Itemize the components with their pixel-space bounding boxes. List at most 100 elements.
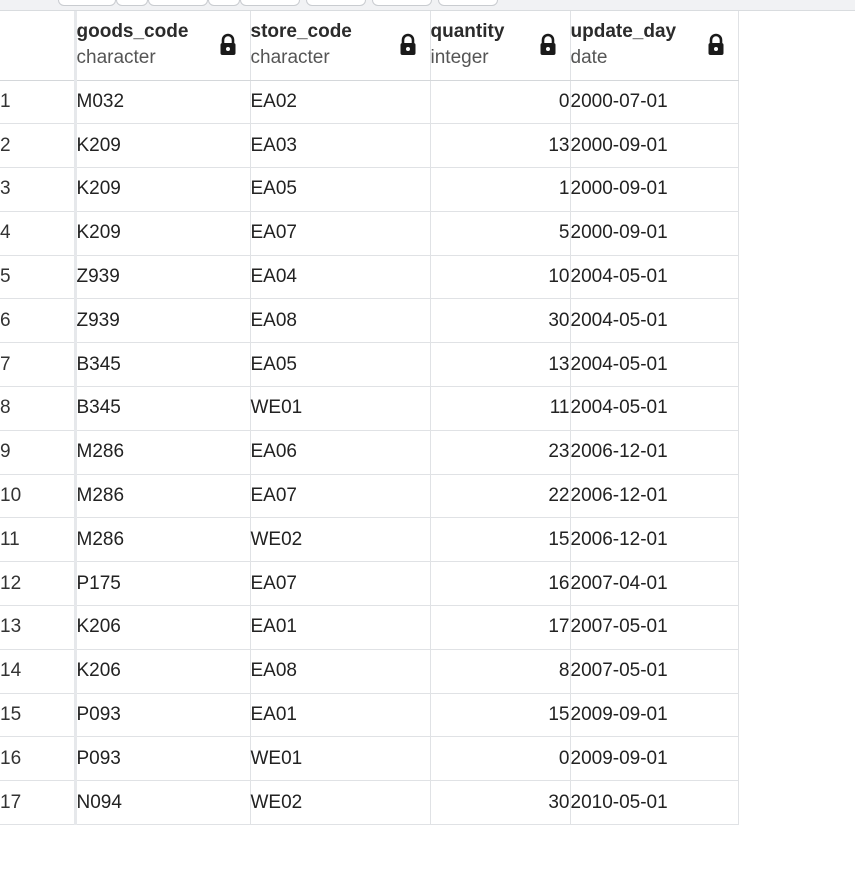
cell-quantity[interactable]: 17 — [430, 605, 571, 650]
cell-update-day[interactable]: 2000-09-01 — [570, 211, 739, 256]
toolbar-button[interactable] — [58, 0, 116, 6]
cell-goods-code[interactable]: B345 — [75, 386, 251, 431]
cell-update-day[interactable]: 2006-12-01 — [570, 517, 739, 563]
table-row[interactable]: 3 K209 EA05 1 2000-09-01 — [0, 167, 739, 212]
toolbar-button[interactable] — [306, 0, 366, 6]
cell-store-code[interactable]: EA05 — [250, 167, 431, 212]
cell-update-day[interactable]: 2009-09-01 — [570, 693, 739, 738]
cell-goods-code[interactable]: M032 — [75, 80, 251, 125]
cell-update-day[interactable]: 2007-04-01 — [570, 561, 739, 607]
table-row[interactable]: 8 B345 WE01 11 2004-05-01 — [0, 386, 739, 431]
toolbar-button[interactable] — [438, 0, 498, 6]
cell-update-day[interactable]: 2009-09-01 — [570, 736, 739, 782]
row-number[interactable]: 9 — [0, 430, 77, 475]
cell-quantity[interactable]: 13 — [430, 123, 571, 169]
cell-goods-code[interactable]: M286 — [75, 430, 251, 475]
row-number[interactable]: 6 — [0, 298, 77, 344]
column-header-update-day[interactable]: update_day date — [570, 11, 739, 81]
cell-store-code[interactable]: WE01 — [250, 386, 431, 431]
cell-quantity[interactable]: 13 — [430, 342, 571, 388]
row-number[interactable]: 12 — [0, 561, 77, 607]
cell-store-code[interactable]: WE02 — [250, 780, 431, 826]
table-row[interactable]: 9 M286 EA06 23 2006-12-01 — [0, 430, 739, 475]
cell-goods-code[interactable]: K206 — [75, 649, 251, 694]
cell-store-code[interactable]: EA08 — [250, 298, 431, 344]
cell-update-day[interactable]: 2000-09-01 — [570, 123, 739, 169]
cell-store-code[interactable]: EA07 — [250, 561, 431, 607]
cell-quantity[interactable]: 8 — [430, 649, 571, 694]
table-row[interactable]: 14 K206 EA08 8 2007-05-01 — [0, 649, 739, 694]
column-header-store-code[interactable]: store_code character — [250, 11, 431, 81]
row-number[interactable]: 2 — [0, 123, 77, 169]
cell-quantity[interactable]: 30 — [430, 298, 571, 344]
table-row[interactable]: 4 K209 EA07 5 2000-09-01 — [0, 211, 739, 256]
cell-update-day[interactable]: 2006-12-01 — [570, 430, 739, 475]
cell-quantity[interactable]: 11 — [430, 386, 571, 431]
row-number[interactable]: 11 — [0, 517, 77, 563]
row-number[interactable]: 15 — [0, 693, 77, 738]
table-row[interactable]: 12 P175 EA07 16 2007-04-01 — [0, 561, 739, 607]
row-number[interactable]: 13 — [0, 605, 77, 650]
cell-goods-code[interactable]: K209 — [75, 167, 251, 212]
toolbar-button[interactable] — [240, 0, 300, 6]
cell-store-code[interactable]: EA02 — [250, 80, 431, 125]
cell-store-code[interactable]: EA05 — [250, 342, 431, 388]
table-row[interactable]: 13 K206 EA01 17 2007-05-01 — [0, 605, 739, 650]
cell-store-code[interactable]: EA01 — [250, 605, 431, 650]
cell-quantity[interactable]: 15 — [430, 517, 571, 563]
row-number[interactable]: 16 — [0, 736, 77, 782]
toolbar-button[interactable] — [116, 0, 148, 6]
cell-store-code[interactable]: EA07 — [250, 211, 431, 256]
cell-goods-code[interactable]: K209 — [75, 211, 251, 256]
cell-update-day[interactable]: 2004-05-01 — [570, 298, 739, 344]
cell-quantity[interactable]: 30 — [430, 780, 571, 826]
cell-goods-code[interactable]: M286 — [75, 474, 251, 519]
cell-update-day[interactable]: 2007-05-01 — [570, 649, 739, 694]
cell-goods-code[interactable]: Z939 — [75, 298, 251, 344]
column-header-quantity[interactable]: quantity integer — [430, 11, 571, 81]
cell-update-day[interactable]: 2010-05-01 — [570, 780, 739, 826]
cell-update-day[interactable]: 2004-05-01 — [570, 342, 739, 388]
table-row[interactable]: 11 M286 WE02 15 2006-12-01 — [0, 517, 739, 563]
cell-goods-code[interactable]: P093 — [75, 693, 251, 738]
cell-store-code[interactable]: EA07 — [250, 474, 431, 519]
cell-update-day[interactable]: 2006-12-01 — [570, 474, 739, 519]
table-row[interactable]: 7 B345 EA05 13 2004-05-01 — [0, 342, 739, 388]
cell-goods-code[interactable]: K209 — [75, 123, 251, 169]
cell-quantity[interactable]: 23 — [430, 430, 571, 475]
toolbar-button[interactable] — [372, 0, 432, 6]
row-number[interactable]: 1 — [0, 80, 77, 125]
table-row[interactable]: 5 Z939 EA04 10 2004-05-01 — [0, 255, 739, 300]
table-row[interactable]: 15 P093 EA01 15 2009-09-01 — [0, 693, 739, 738]
cell-quantity[interactable]: 0 — [430, 736, 571, 782]
toolbar-button[interactable] — [148, 0, 208, 6]
cell-goods-code[interactable]: N094 — [75, 780, 251, 826]
table-row[interactable]: 1 M032 EA02 0 2000-07-01 — [0, 80, 739, 125]
cell-goods-code[interactable]: P175 — [75, 561, 251, 607]
row-number[interactable]: 14 — [0, 649, 77, 694]
row-number-header[interactable] — [0, 11, 77, 81]
table-row[interactable]: 17 N094 WE02 30 2010-05-01 — [0, 780, 739, 826]
cell-update-day[interactable]: 2000-09-01 — [570, 167, 739, 212]
cell-goods-code[interactable]: M286 — [75, 517, 251, 563]
cell-quantity[interactable]: 16 — [430, 561, 571, 607]
cell-store-code[interactable]: WE02 — [250, 517, 431, 563]
cell-update-day[interactable]: 2004-05-01 — [570, 255, 739, 300]
cell-store-code[interactable]: EA06 — [250, 430, 431, 475]
cell-goods-code[interactable]: B345 — [75, 342, 251, 388]
table-row[interactable]: 16 P093 WE01 0 2009-09-01 — [0, 736, 739, 782]
cell-store-code[interactable]: EA01 — [250, 693, 431, 738]
cell-quantity[interactable]: 15 — [430, 693, 571, 738]
table-row[interactable]: 6 Z939 EA08 30 2004-05-01 — [0, 298, 739, 344]
cell-quantity[interactable]: 10 — [430, 255, 571, 300]
cell-store-code[interactable]: EA03 — [250, 123, 431, 169]
row-number[interactable]: 3 — [0, 167, 77, 212]
row-number[interactable]: 17 — [0, 780, 77, 826]
column-header-goods-code[interactable]: goods_code character — [75, 11, 251, 81]
row-number[interactable]: 8 — [0, 386, 77, 431]
cell-quantity[interactable]: 5 — [430, 211, 571, 256]
row-number[interactable]: 5 — [0, 255, 77, 300]
cell-store-code[interactable]: WE01 — [250, 736, 431, 782]
cell-goods-code[interactable]: P093 — [75, 736, 251, 782]
cell-quantity[interactable]: 22 — [430, 474, 571, 519]
